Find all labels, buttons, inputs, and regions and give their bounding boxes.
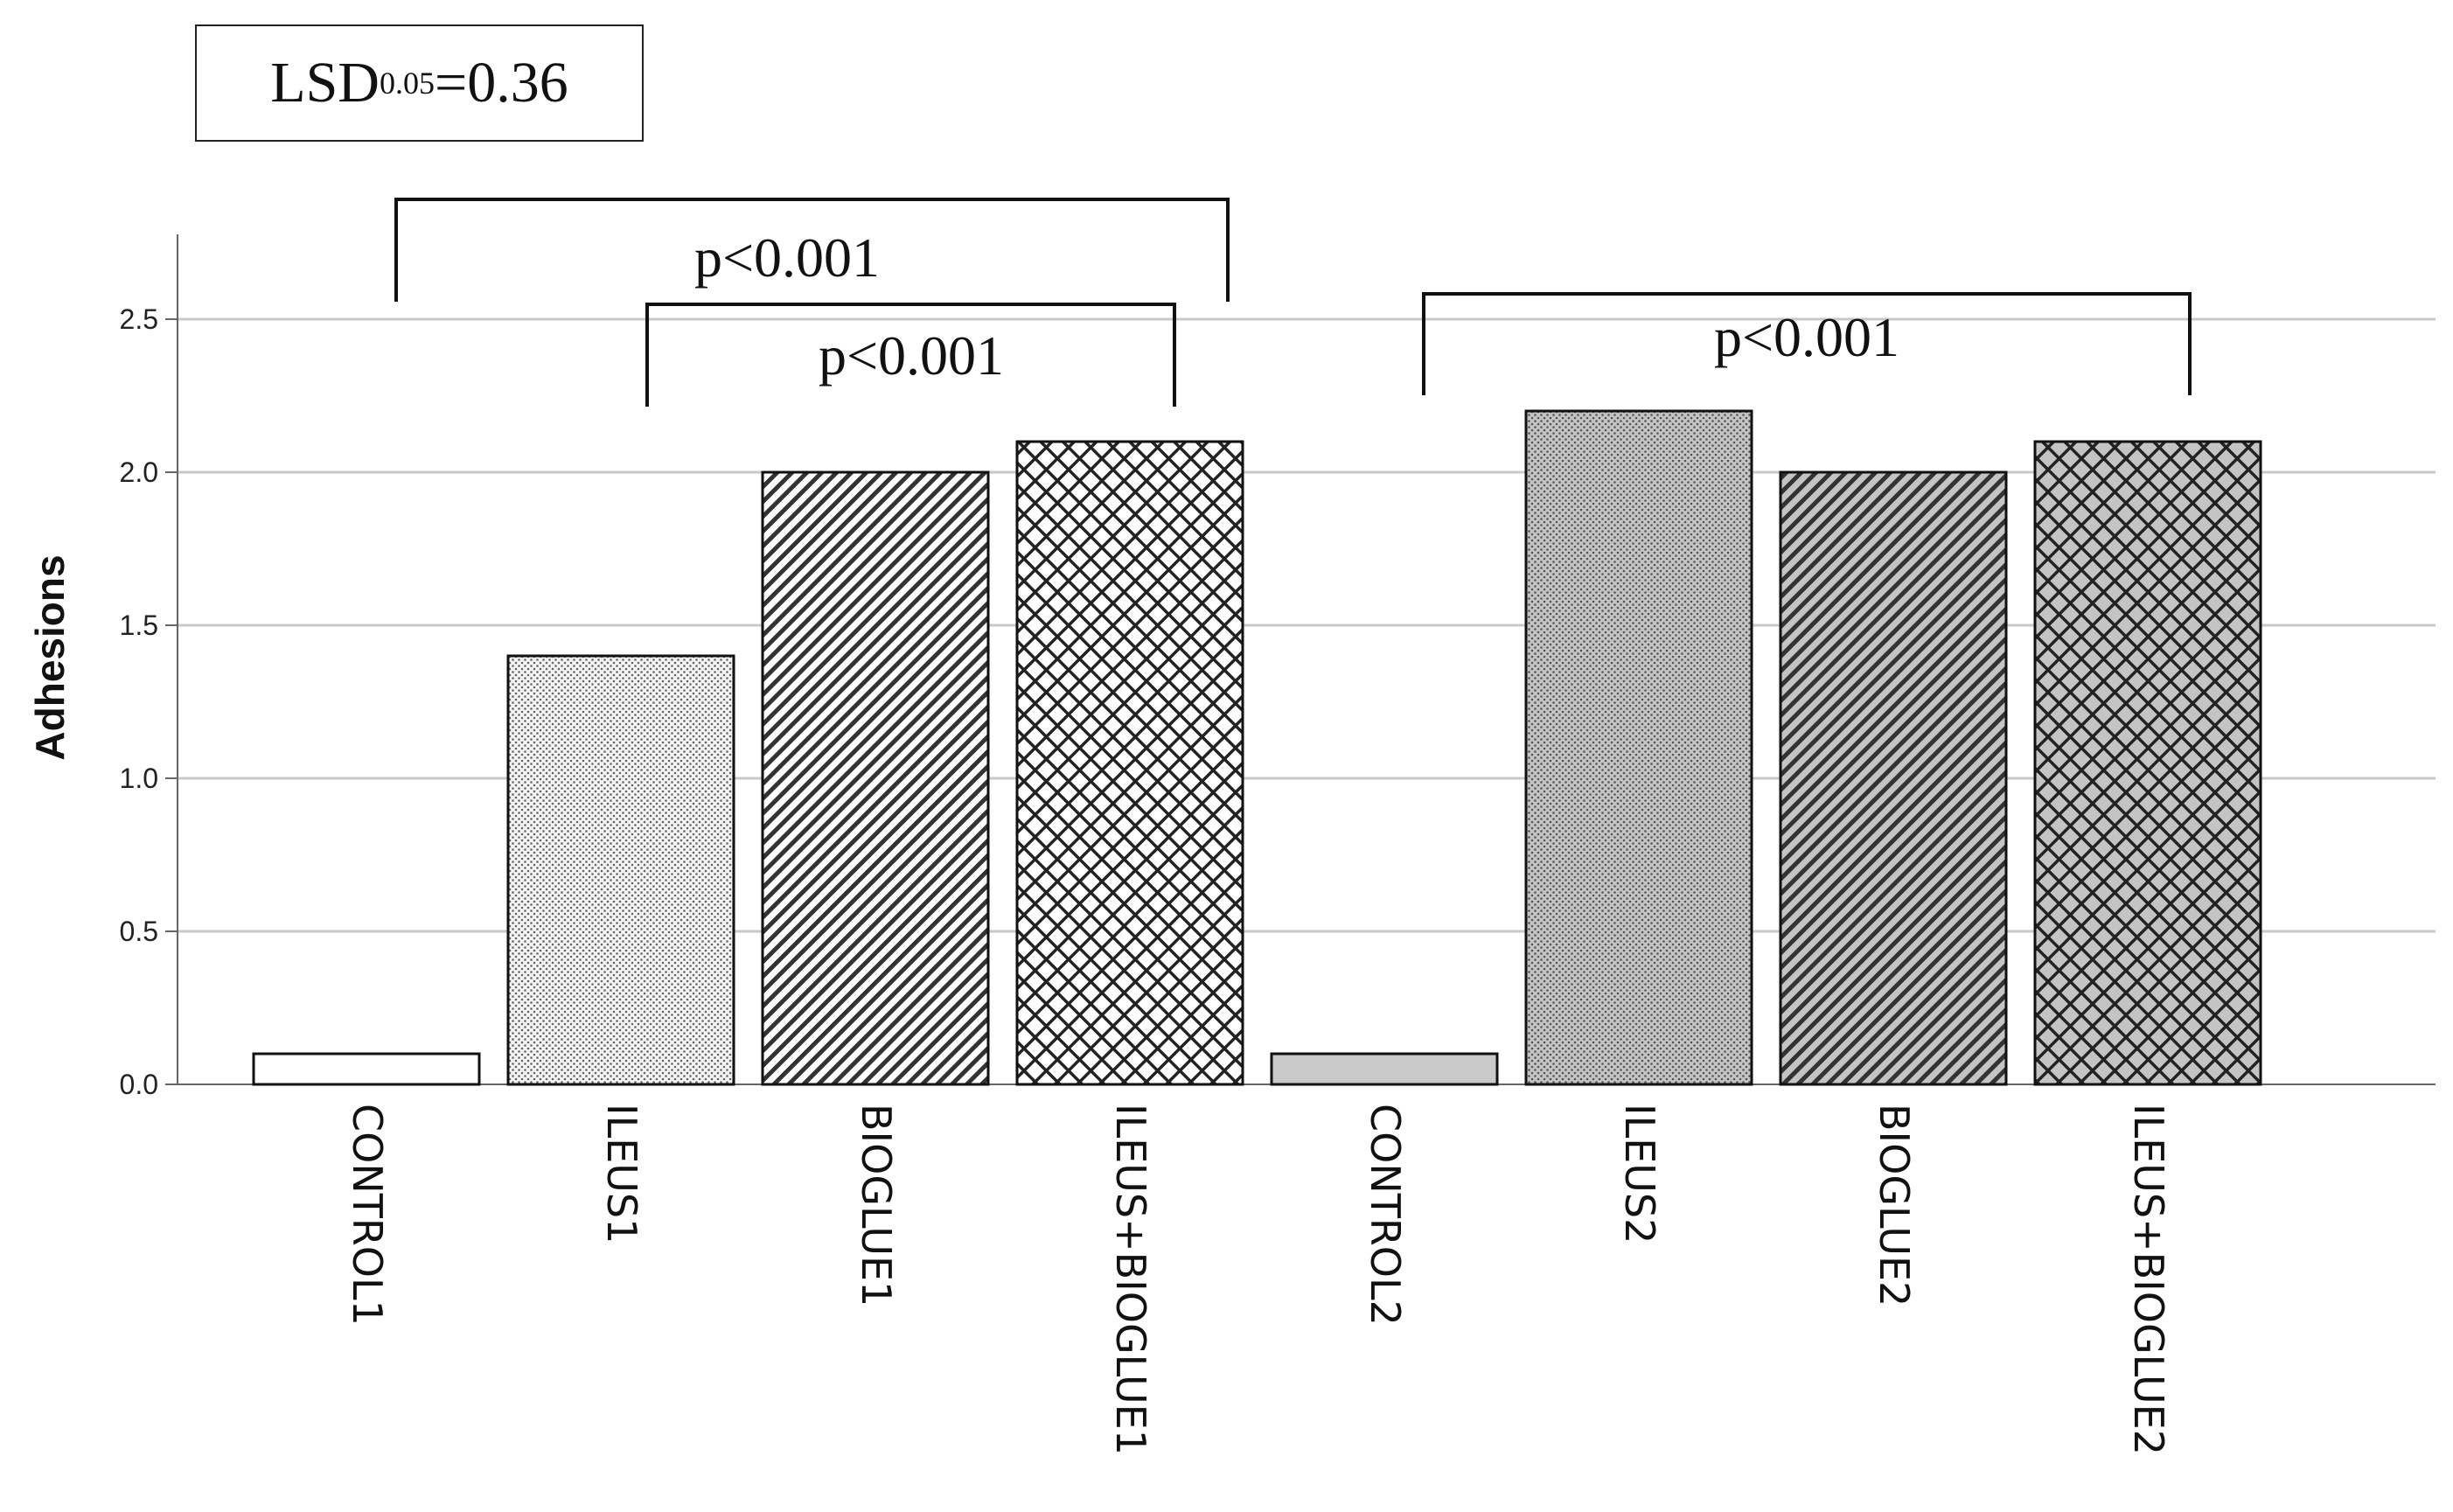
significance-bracket: [1422, 292, 2192, 395]
bar-bioglue2: [1779, 470, 2008, 1086]
lsd-suffix: =0.36: [434, 51, 568, 115]
lsd-subscript: 0.05: [379, 66, 435, 101]
y-axis-title: Adhesions: [27, 554, 73, 760]
bar-bioglue1: [761, 470, 990, 1086]
bar-control1: [252, 1052, 481, 1086]
x-tick-label: ILEUS1: [598, 1104, 645, 1244]
x-tick-label: BIOGLUE1: [853, 1104, 900, 1306]
y-tick-label: 2.5: [120, 303, 158, 335]
lsd-annotation-box: LSD 0.05 =0.36: [195, 24, 644, 142]
bar-ileus1: [506, 654, 735, 1086]
p-value-label: p<0.001: [819, 324, 1004, 387]
x-tick-label: CONTROL1: [344, 1104, 391, 1326]
p-value-label: p<0.001: [694, 226, 880, 289]
significance-bracket: [645, 303, 1176, 407]
bar-ileus-plus-bioglue2: [2033, 440, 2262, 1086]
bars: [252, 409, 2262, 1086]
x-tick-label: ILEUS+BIOGLUE1: [1107, 1104, 1154, 1455]
y-tick-label: 2.0: [120, 456, 158, 488]
bar-control2: [1270, 1052, 1499, 1086]
y-tick-label: 1.5: [120, 610, 158, 641]
y-tick-label: 0.0: [120, 1069, 158, 1100]
significance-bracket: [394, 198, 1230, 302]
x-axis-labels: CONTROL1 ILEUS1 BIOGLUE1 ILEUS+BIOGLUE1 CONT…: [344, 1104, 2172, 1455]
significance-brackets: p<0.001 p<0.001 p<0.001: [394, 198, 2192, 407]
y-tick-label: 0.5: [120, 916, 158, 947]
x-tick-label: ILEUS+BIOGLUE2: [2125, 1104, 2172, 1455]
p-value-label: p<0.001: [1714, 306, 1899, 368]
x-tick-label: BIOGLUE2: [1871, 1104, 1918, 1306]
bar-ileus2: [1524, 409, 1753, 1086]
x-tick-label: CONTROL2: [1362, 1104, 1409, 1326]
bar-ileus-plus-bioglue1: [1015, 440, 1244, 1086]
x-tick-label: ILEUS2: [1616, 1104, 1663, 1244]
lsd-prefix: LSD: [270, 51, 380, 115]
y-tick-label: 1.0: [120, 763, 158, 794]
